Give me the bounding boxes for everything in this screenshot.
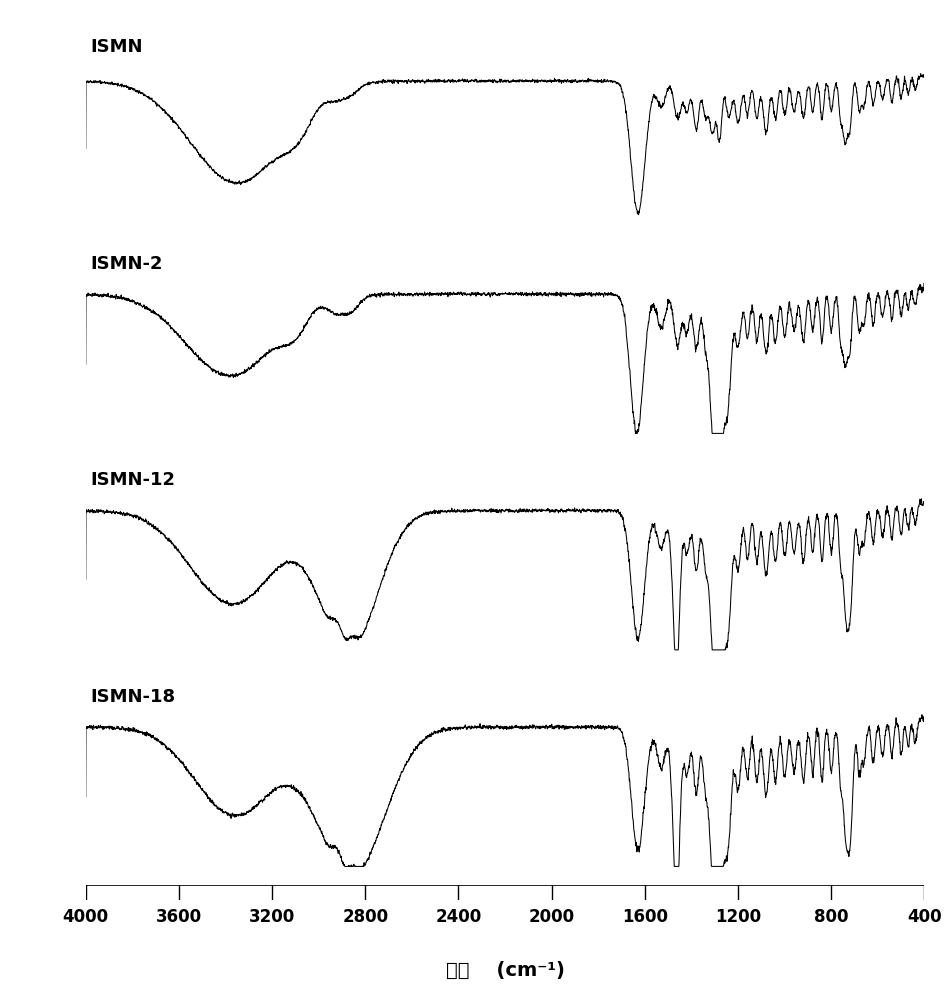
Text: ISMN-2: ISMN-2: [89, 255, 162, 273]
Text: ISMN-18: ISMN-18: [89, 688, 175, 706]
Text: 1600: 1600: [622, 908, 667, 926]
Text: 2000: 2000: [528, 908, 574, 926]
Text: 400: 400: [906, 908, 941, 926]
Text: 2800: 2800: [342, 908, 388, 926]
Text: 3200: 3200: [248, 908, 295, 926]
Text: 2400: 2400: [435, 908, 481, 926]
Text: 4000: 4000: [63, 908, 109, 926]
Text: 1200: 1200: [714, 908, 761, 926]
Text: 3600: 3600: [156, 908, 202, 926]
Text: 800: 800: [813, 908, 847, 926]
Text: 波长    (cm⁻¹): 波长 (cm⁻¹): [446, 961, 564, 980]
Text: ISMN: ISMN: [89, 38, 142, 56]
Text: ISMN-12: ISMN-12: [89, 471, 175, 489]
